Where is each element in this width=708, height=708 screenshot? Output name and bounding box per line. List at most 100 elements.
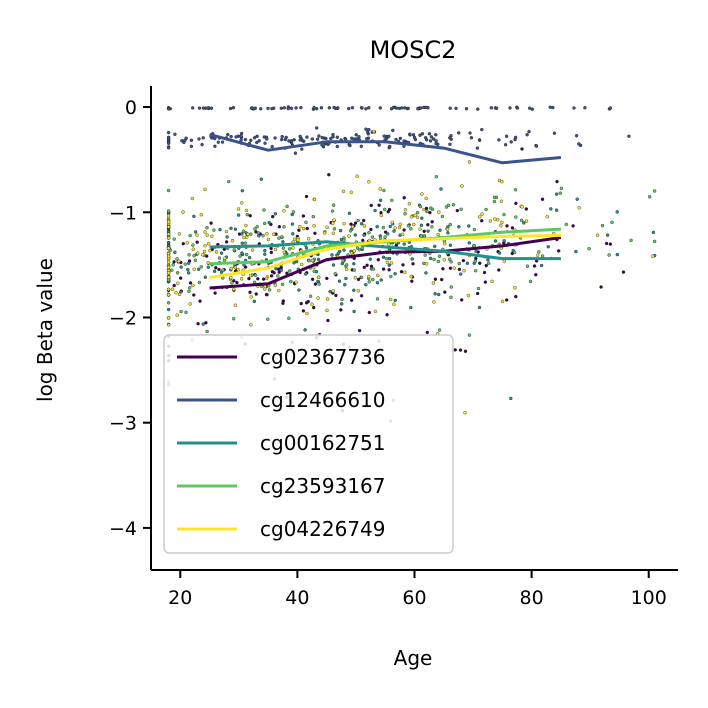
scatter-point (362, 233, 366, 237)
scatter-point (514, 201, 518, 206)
scatter-point (166, 146, 171, 150)
x-tick-label: 20 (168, 587, 192, 609)
scatter-point (436, 259, 440, 264)
scatter-point (364, 107, 368, 111)
scatter-point (239, 277, 244, 281)
scatter-point (300, 262, 304, 267)
scatter-point (500, 299, 505, 304)
scatter-point (428, 210, 432, 215)
scatter-point (422, 233, 427, 238)
scatter-point (287, 316, 291, 320)
scatter-point (607, 253, 611, 257)
scatter-point (433, 277, 438, 281)
scatter-point (383, 207, 387, 212)
scatter-point (301, 309, 306, 313)
scatter-point (467, 241, 471, 245)
scatter-point (383, 230, 388, 234)
scatter-point (534, 144, 539, 148)
scatter-point (499, 223, 503, 228)
scatter-point (454, 106, 458, 111)
scatter-point (424, 105, 428, 110)
scatter-point (325, 297, 330, 301)
scatter-point (509, 396, 513, 401)
scatter-point (252, 299, 257, 304)
scatter-point (352, 262, 356, 266)
scatter-point (312, 197, 317, 202)
scatter-point (362, 265, 366, 270)
scatter-point (173, 132, 177, 137)
scatter-point (427, 132, 432, 136)
scatter-point (482, 270, 487, 275)
scatter-point (305, 135, 309, 139)
x-tick-label: 80 (520, 587, 544, 609)
scatter-point (525, 264, 530, 268)
scatter-point (376, 273, 380, 278)
scatter-point (218, 227, 222, 232)
scatter-point (423, 135, 428, 140)
scatter-point (356, 289, 360, 293)
scatter-point (331, 221, 335, 226)
scatter-point (420, 216, 424, 220)
scatter-point (392, 302, 396, 306)
scatter-point (273, 283, 277, 288)
scatter-point (267, 220, 271, 225)
scatter-point (261, 233, 265, 238)
scatter-point (441, 267, 445, 271)
scatter-point (437, 328, 442, 332)
scatter-point (438, 228, 442, 232)
scatter-point (367, 280, 371, 284)
y-axis-title: log Beta value (33, 258, 57, 402)
scatter-point (265, 232, 269, 236)
scatter-point (315, 137, 320, 141)
scatter-point (313, 282, 318, 286)
scatter-point (331, 231, 335, 236)
scatter-point (472, 227, 477, 232)
scatter-point (329, 136, 333, 141)
scatter-point (379, 210, 383, 215)
scatter-point (299, 301, 303, 306)
scatter-point (186, 271, 191, 275)
scatter-point (205, 329, 209, 334)
scatter-point (212, 269, 217, 273)
scatter-point (297, 288, 301, 292)
scatter-point (238, 254, 242, 258)
scatter-point (335, 144, 339, 149)
scatter-point (292, 138, 296, 142)
scatter-point (537, 250, 541, 254)
series-line (209, 240, 561, 261)
scatter-point (312, 269, 316, 273)
scatter-point (166, 260, 171, 264)
scatter-point (200, 252, 205, 257)
scatter-point (330, 253, 334, 257)
scatter-point (188, 281, 193, 285)
scatter-point (243, 137, 248, 142)
scatter-point (610, 220, 614, 225)
series-line (209, 132, 562, 165)
scatter-point (189, 144, 194, 149)
scatter-point (332, 218, 336, 222)
scatter-point (574, 249, 578, 254)
scatter-point (475, 146, 480, 150)
scatter-point (208, 248, 212, 253)
scatter-point (364, 283, 368, 287)
scatter-point (394, 137, 398, 142)
scatter-point (476, 286, 481, 291)
scatter-point (266, 317, 270, 321)
scatter-point (424, 196, 428, 201)
scatter-point (467, 333, 472, 337)
scatter-point (244, 235, 249, 239)
scatter-point (546, 244, 550, 249)
scatter-point (246, 232, 250, 236)
scatter-point (393, 272, 397, 276)
scatter-point (188, 233, 192, 238)
scatter-point (449, 295, 453, 299)
scatter-point (554, 208, 559, 212)
scatter-point (423, 253, 427, 257)
scatter-point (177, 292, 182, 297)
scatter-point (293, 151, 298, 155)
legend-box (163, 334, 454, 554)
scatter-point (304, 220, 308, 225)
scatter-point (460, 184, 464, 188)
scatter-point (254, 292, 258, 296)
scatter-point (355, 137, 359, 141)
